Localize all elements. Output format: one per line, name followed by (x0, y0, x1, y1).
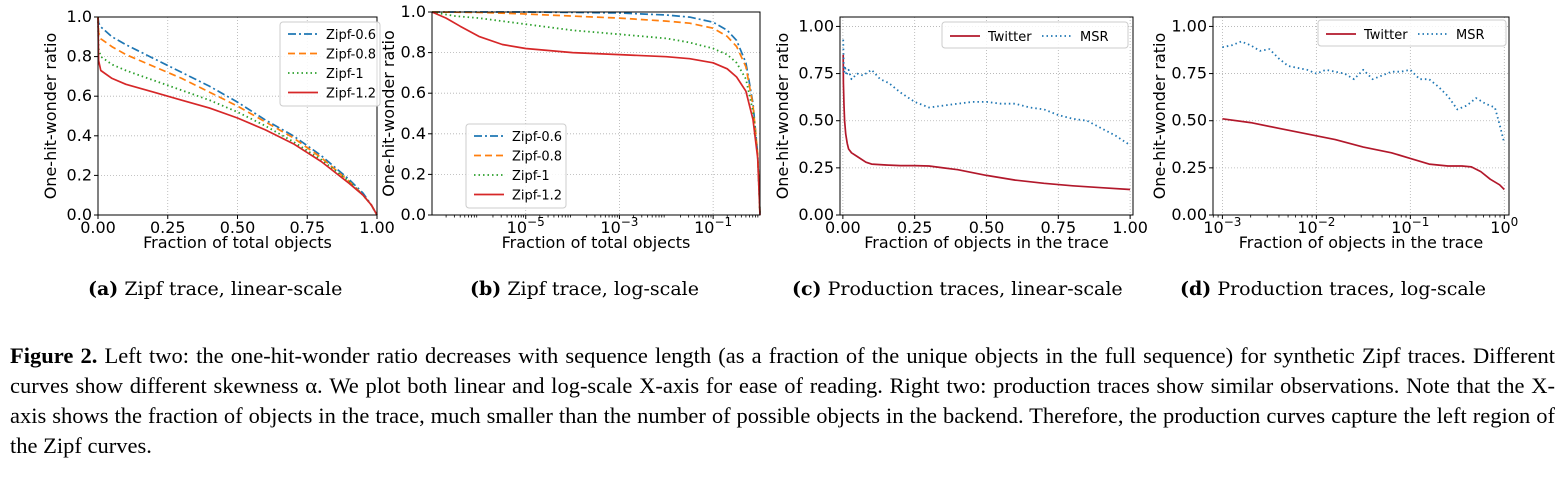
plot-frame (431, 11, 761, 216)
legend-box (941, 21, 1129, 49)
x-tick-label: 0.50 (969, 218, 1005, 237)
y-tick-label: 0.4 (67, 126, 92, 145)
y-tick-label: 0.50 (798, 111, 834, 130)
series-line-msr (842, 39, 1131, 146)
x-tick-label: 10−5 (507, 215, 545, 237)
chart-panel-1: 0.0 0.2 0.4 0.6 0.8 1.0 0.00 0.25 0.50 0.75 1.00 Fr… (41, 7, 395, 252)
y-tick-label: 0.2 (67, 165, 92, 184)
y-tick-label: 1.0 (67, 7, 92, 26)
legend-label: Zipf-1 (512, 169, 550, 184)
y-tick-label: 0.6 (67, 86, 92, 105)
y-axis-label: One-hit-wonder ratio (379, 30, 398, 197)
y-axis-label: One-hit-wonder ratio (773, 33, 792, 200)
series-line-zipf-1 (431, 11, 761, 216)
x-tick-label: 10−3 (1203, 215, 1241, 237)
legend-label: Zipf-1.2 (512, 189, 562, 204)
legend-label: MSR (1080, 30, 1109, 45)
legend-label: Zipf-1 (326, 67, 364, 82)
x-tick-label: 0.00 (80, 218, 116, 237)
y-tick-label: 1.00 (1171, 16, 1207, 35)
y-tick-label: 0.25 (1171, 158, 1207, 177)
y-tick-label: 0.4 (401, 124, 426, 143)
legend-label: Zipf-0.8 (326, 48, 376, 63)
series-line-zipf-1-2 (431, 11, 761, 216)
legend-label: Zipf-0.6 (512, 130, 562, 145)
legend-label: MSR (1456, 28, 1485, 43)
legend-box (465, 123, 567, 209)
chart-panel-4: 0.00 0.25 0.50 0.75 1.00 10−3 10−2 10−1 100 Fract… (1150, 16, 1518, 252)
series-line-twitter (842, 54, 1131, 191)
series-line-zipf-1-2 (97, 16, 378, 216)
y-tick-label: 0.75 (1171, 64, 1207, 83)
y-tick-label: 0.0 (401, 205, 426, 224)
legend-label: Twitter (1363, 28, 1408, 43)
x-tick-label: 0.50 (220, 218, 256, 237)
y-tick-label: 1.00 (798, 16, 834, 35)
chart-panel-3: 0.00 0.25 0.50 0.75 1.00 0.00 0.25 0.50 0.75 1.00… (773, 16, 1148, 252)
caption-label: Figure 2. (10, 343, 98, 368)
x-tick-label: 10−3 (600, 215, 638, 237)
legend-label: Twitter (987, 30, 1032, 45)
series-line-msr (1222, 40, 1506, 144)
legend-label: Zipf-0.8 (512, 150, 562, 165)
x-tick-label: 100 (1490, 215, 1518, 237)
x-tick-label: 10−1 (694, 215, 732, 237)
x-tick-label: 0.75 (1041, 218, 1077, 237)
legend: Twitter MSR (1317, 19, 1507, 47)
series-line-twitter (1222, 117, 1505, 191)
legend-label: Zipf-1.2 (326, 87, 376, 102)
legend: Twitter MSR (941, 21, 1129, 49)
y-tick-label: 0.8 (67, 47, 92, 66)
plot-frame (97, 16, 378, 216)
x-axis-label: Fraction of objects in the trace (864, 233, 1109, 252)
y-tick-label: 0.8 (401, 43, 426, 62)
x-tick-label: 10−1 (1391, 215, 1429, 237)
series-line-zipf-0-8 (431, 11, 761, 216)
legend-box (279, 21, 381, 107)
y-tick-label: 0.2 (401, 164, 426, 183)
x-tick-label: 0.25 (150, 218, 186, 237)
plot-frame (839, 16, 1134, 216)
y-tick-label: 0.6 (401, 83, 426, 102)
series-line-zipf-0-6 (97, 16, 378, 216)
legend: Zipf-0.6 Zipf-0.8 Zipf-1 Zipf-1.2 (465, 123, 567, 209)
y-tick-label: 0.00 (1171, 205, 1207, 224)
x-axis-label: Fraction of total objects (502, 233, 691, 252)
y-tick-label: 0.50 (1171, 111, 1207, 130)
y-tick-label: 1.0 (401, 2, 426, 21)
legend-box (1317, 19, 1507, 47)
y-tick-label: 0.75 (798, 64, 834, 83)
x-tick-label: 0.00 (825, 218, 861, 237)
x-axis-label: Fraction of objects in the trace (1239, 233, 1484, 252)
x-axis-label: Fraction of total objects (143, 233, 332, 252)
x-tick-label: 0.75 (289, 218, 325, 237)
x-tick-label: 1.00 (359, 218, 395, 237)
y-axis-label: One-hit-wonder ratio (1150, 33, 1169, 200)
x-tick-label: 1.00 (1112, 218, 1148, 237)
y-tick-label: 0.00 (798, 205, 834, 224)
figure-caption: Figure 2. Left two: the one-hit-wonder r… (10, 341, 1555, 461)
x-tick-label: 10−2 (1297, 215, 1335, 237)
x-tick-label: 0.25 (897, 218, 933, 237)
y-tick-label: 0.0 (67, 205, 92, 224)
legend-label: Zipf-0.6 (326, 28, 376, 43)
legend: Zipf-0.6 Zipf-0.8 Zipf-1 Zipf-1.2 (279, 21, 381, 107)
y-axis-label: One-hit-wonder ratio (41, 33, 60, 200)
plot-frame (1212, 16, 1510, 216)
y-tick-label: 0.25 (798, 158, 834, 177)
caption-text: Left two: the one-hit-wonder ratio decre… (10, 343, 1555, 458)
